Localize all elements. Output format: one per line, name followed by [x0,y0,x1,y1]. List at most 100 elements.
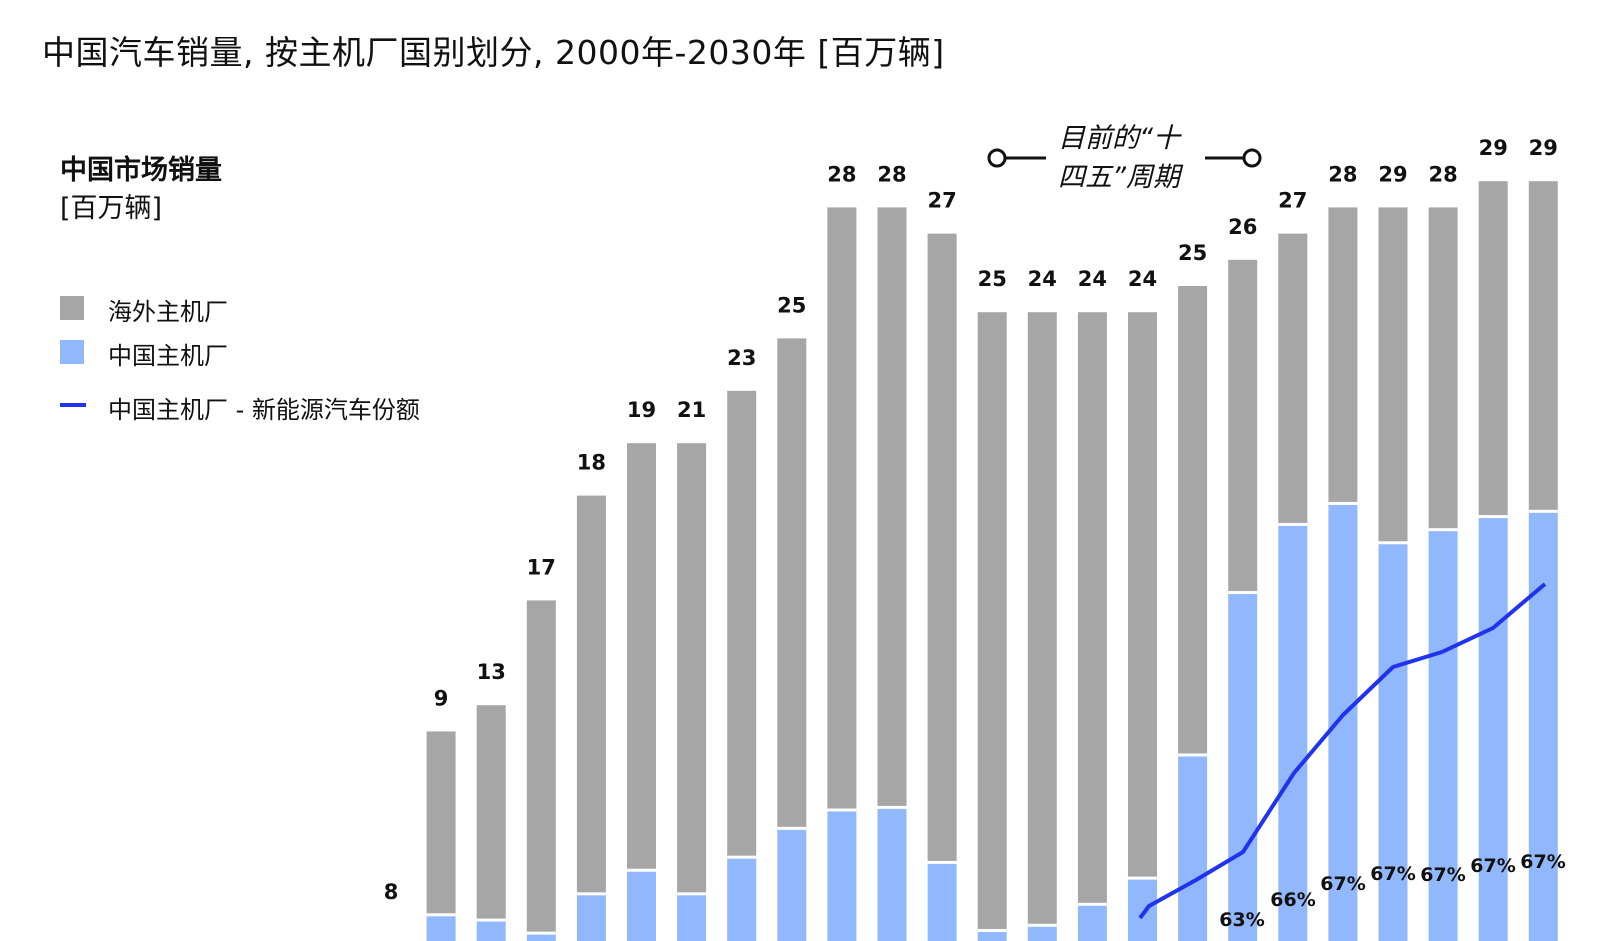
total-label: 29 [1529,136,1558,160]
bar-segment-divider [1178,753,1208,757]
bar-chinese-oem [877,807,907,941]
bar-chinese-oem [1328,503,1358,941]
legend-label-foreign: 海外主机厂 [108,298,228,326]
bar-foreign-oem [426,731,456,915]
annotation-marker-end [1242,148,1262,168]
total-label: 24 [1078,267,1107,291]
total-label: 9 [434,686,449,710]
bar-foreign-oem [1378,207,1408,543]
bar-segment-divider [1228,591,1258,595]
bar-segment-divider [1027,923,1057,927]
bar-segment-divider [576,892,606,896]
total-label: 13 [477,660,506,684]
bar-chinese-oem [1478,516,1508,941]
bar-chinese-oem [1528,511,1558,941]
bar-chinese-oem [927,862,957,941]
bar-foreign-oem [1528,181,1558,512]
bar-foreign-oem [1027,312,1057,926]
bar-segment-divider [1478,515,1508,519]
bar-chinese-oem [677,893,707,941]
bar-foreign-oem [1128,312,1157,879]
bar-chinese-oem [1178,754,1208,941]
annotation-marker-start [987,148,1007,168]
nev-share-group: 63%66%67% 67% 67% 67% 67% [1138,582,1566,931]
bar-chinese-oem [1027,925,1057,941]
bar-foreign-oem [1228,259,1258,593]
bar-segment-divider [1328,501,1358,505]
bar-chinese-oem [827,810,857,941]
bar-chinese-oem [1278,524,1308,941]
total-labels-group: 8 9 13 17 18 19 21 23 25 28 28 27 25 24 24 24 25 26 27 28 29… [384,136,1558,904]
nev-share-label: 67% [1320,873,1365,895]
total-label: 26 [1228,215,1257,239]
bar-chinese-oem [476,920,506,941]
bar-segment-divider [526,931,556,935]
bar-foreign-oem [727,390,757,858]
bar-chinese-oem [1428,529,1458,941]
legend-label-nev-share: 中国主机厂 - 新能源汽车份额 [108,396,420,424]
bar-segment-divider [1378,541,1408,545]
annotation-text-line2: 四五”周期 [1058,162,1184,193]
bar-chinese-oem [426,914,456,941]
nev-share-label: 67% [1470,855,1515,877]
bar-foreign-oem [1278,233,1308,525]
bar-chinese-oem [727,857,757,941]
bar-foreign-oem [1428,207,1458,530]
nev-share-line [1138,582,1547,920]
bars-group [426,181,1558,941]
nev-share-label: 67% [1370,863,1415,885]
bar-segment-divider [426,913,456,917]
bar-chinese-oem [576,893,606,941]
bar-segment-divider [1428,528,1458,532]
total-label: 27 [927,189,956,213]
bar-foreign-oem [927,233,957,863]
bar-segment-divider [476,918,506,922]
bar-foreign-oem [777,338,807,829]
total-label: 28 [877,162,906,186]
legend: 中国市场销量 [百万辆] 海外主机厂 中国主机厂 中国主机厂 - 新能源汽车份额 [60,152,420,424]
bar-chinese-oem [1378,542,1408,941]
bar-chinese-oem [627,870,656,941]
bar-foreign-oem [576,495,606,894]
total-label: 25 [777,293,806,317]
total-label: 29 [1479,136,1508,160]
bar-segment-divider [1077,902,1107,906]
bar-segment-divider [1278,522,1308,526]
bar-segment-divider [627,868,656,872]
total-label: 24 [1028,267,1057,291]
total-label: 29 [1378,162,1407,186]
total-label: 28 [827,162,856,186]
bar-foreign-oem [1077,312,1107,905]
cycle-annotation: 目前的“十 四五”周期 [987,123,1262,193]
bar-segment-divider [777,826,807,830]
bar-foreign-oem [877,207,907,808]
bar-segment-divider [727,855,757,859]
bar-chinese-oem [1077,904,1107,941]
nev-share-label: 63% [1219,909,1264,931]
bar-foreign-oem [1178,286,1208,755]
bar-segment-divider [827,808,857,812]
bar-segment-divider [977,929,1007,933]
bar-foreign-oem [1478,181,1508,517]
bar-chinese-oem [526,933,556,941]
bar-chinese-oem [1228,592,1258,941]
legend-unit: [百万辆] [60,193,163,224]
legend-line-nev-share [60,403,86,407]
bar-foreign-oem [1328,207,1358,504]
chart-title: 中国汽车销量, 按主机厂国别划分, 2000年-2030年 [百万辆] [42,33,945,72]
legend-swatch-chinese [60,340,84,364]
nev-share-label: 66% [1270,889,1315,911]
bar-segment-divider [1528,509,1558,513]
total-label: 18 [577,451,606,475]
total-label: 25 [1178,241,1207,265]
total-label: 23 [727,346,756,370]
bar-foreign-oem [476,705,506,921]
total-label: 24 [1128,267,1157,291]
total-label: 17 [527,555,556,579]
bar-foreign-oem [526,600,556,934]
bar-chinese-oem [1128,878,1157,941]
bar-foreign-oem [627,443,656,871]
nev-share-label: 67% [1520,851,1565,873]
legend-swatch-foreign [60,296,84,320]
